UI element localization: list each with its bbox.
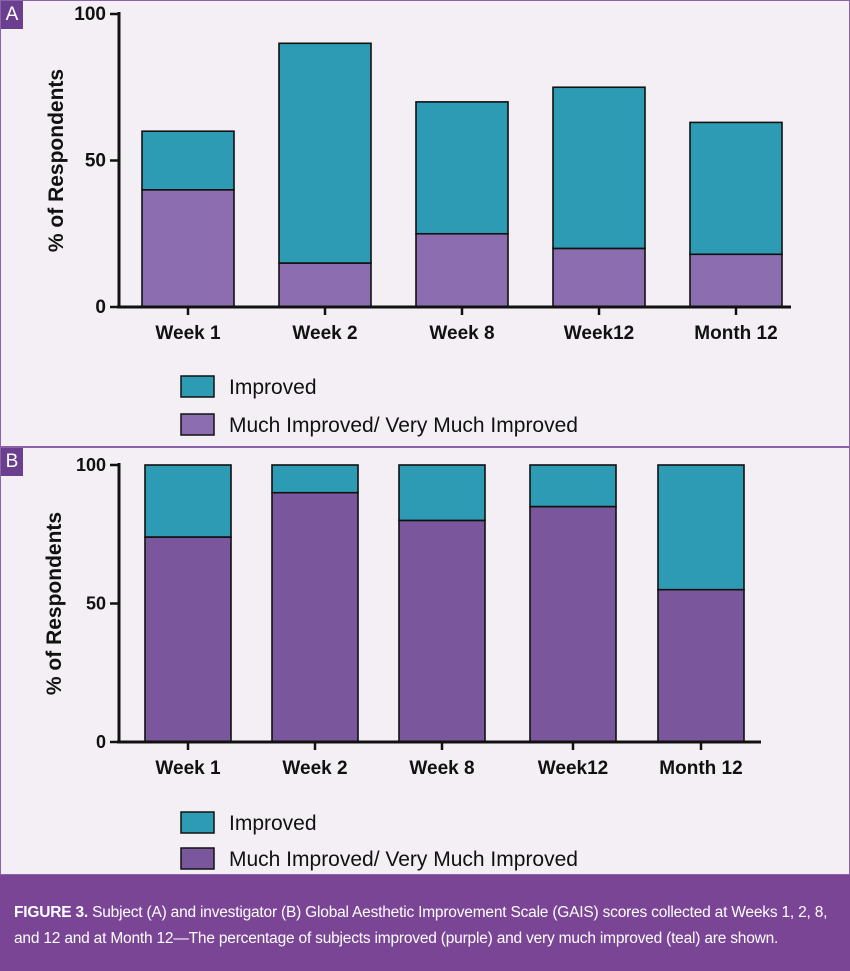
panel-label-b: B <box>1 448 23 476</box>
legend-label-improved: Improved <box>229 812 317 835</box>
chart-a: Week 1 Week 2 Week 8 Week12 Month 12 0 50 100 % … <box>45 4 791 437</box>
y-tick-label: 0 <box>96 732 106 752</box>
bar-improved-5 <box>657 464 745 591</box>
bar-much-improved-1 <box>141 189 235 308</box>
bar-improved-4 <box>529 464 617 508</box>
legend-swatch-much-improved <box>180 847 215 870</box>
y-tick-label: 50 <box>85 151 106 172</box>
legend-swatch-improved <box>180 375 215 398</box>
bar-much-improved-3 <box>415 232 509 308</box>
legend-label-much-improved: Much Improved/ Very Much Improved <box>229 848 578 871</box>
x-tick-label: Week 8 <box>409 758 474 779</box>
bar-much-improved-4 <box>552 247 646 308</box>
bar-much-improved-2 <box>271 491 359 743</box>
x-tick-label: Week 2 <box>292 323 357 344</box>
legend-swatch-improved <box>180 811 215 834</box>
y-axis-title: % of Respondents <box>45 69 68 252</box>
bar-improved-3 <box>415 101 509 235</box>
y-tick-label: 100 <box>76 455 106 475</box>
bar-improved-2 <box>278 42 372 264</box>
panel-b: B Week 1 Week 2 Week 8 Week12 Month 12 0 50 100… <box>0 447 850 875</box>
x-tick-label: Week12 <box>538 758 608 779</box>
figure-caption: FIGURE 3. Subject (A) and investigator (… <box>0 875 850 971</box>
bar-much-improved-5 <box>689 253 783 308</box>
bar-much-improved-4 <box>529 505 617 743</box>
panel-label-a: A <box>1 1 23 29</box>
bar-much-improved-2 <box>278 262 372 308</box>
panel-a: A Week 1 Week 2 Week 8 Week12 Month 12 0 50 100… <box>0 0 850 447</box>
x-tick-label: Week 8 <box>429 323 494 344</box>
legend-label-improved: Improved <box>229 376 317 399</box>
x-tick-label: Month 12 <box>659 758 742 779</box>
x-tick-label: Week 2 <box>282 758 347 779</box>
caption-label: FIGURE 3. <box>14 904 88 921</box>
x-tick-label: Month 12 <box>694 323 777 344</box>
bar-improved-1 <box>141 130 235 191</box>
bar-improved-2 <box>271 464 359 494</box>
y-tick-label: 100 <box>74 4 106 25</box>
bar-much-improved-1 <box>144 536 232 743</box>
x-tick-label: Week12 <box>564 323 634 344</box>
y-tick-label: 0 <box>95 297 106 318</box>
x-tick-label: Week 1 <box>155 323 221 344</box>
x-tick-label: Week 1 <box>155 758 221 779</box>
bar-improved-4 <box>552 86 646 250</box>
bar-improved-3 <box>398 464 486 522</box>
bar-improved-5 <box>689 121 783 256</box>
legend-swatch-much-improved <box>180 413 215 436</box>
chart-b: Week 1 Week 2 Week 8 Week12 Month 12 0 50 100 % … <box>43 455 761 871</box>
bar-improved-1 <box>144 464 232 538</box>
y-axis-title: % of Respondents <box>43 512 66 695</box>
bar-much-improved-5 <box>657 588 745 743</box>
caption-text: Subject (A) and investigator (B) Global … <box>14 904 828 947</box>
legend-label-much-improved: Much Improved/ Very Much Improved <box>229 414 578 437</box>
y-tick-label: 50 <box>86 594 106 614</box>
bar-much-improved-3 <box>398 519 486 743</box>
